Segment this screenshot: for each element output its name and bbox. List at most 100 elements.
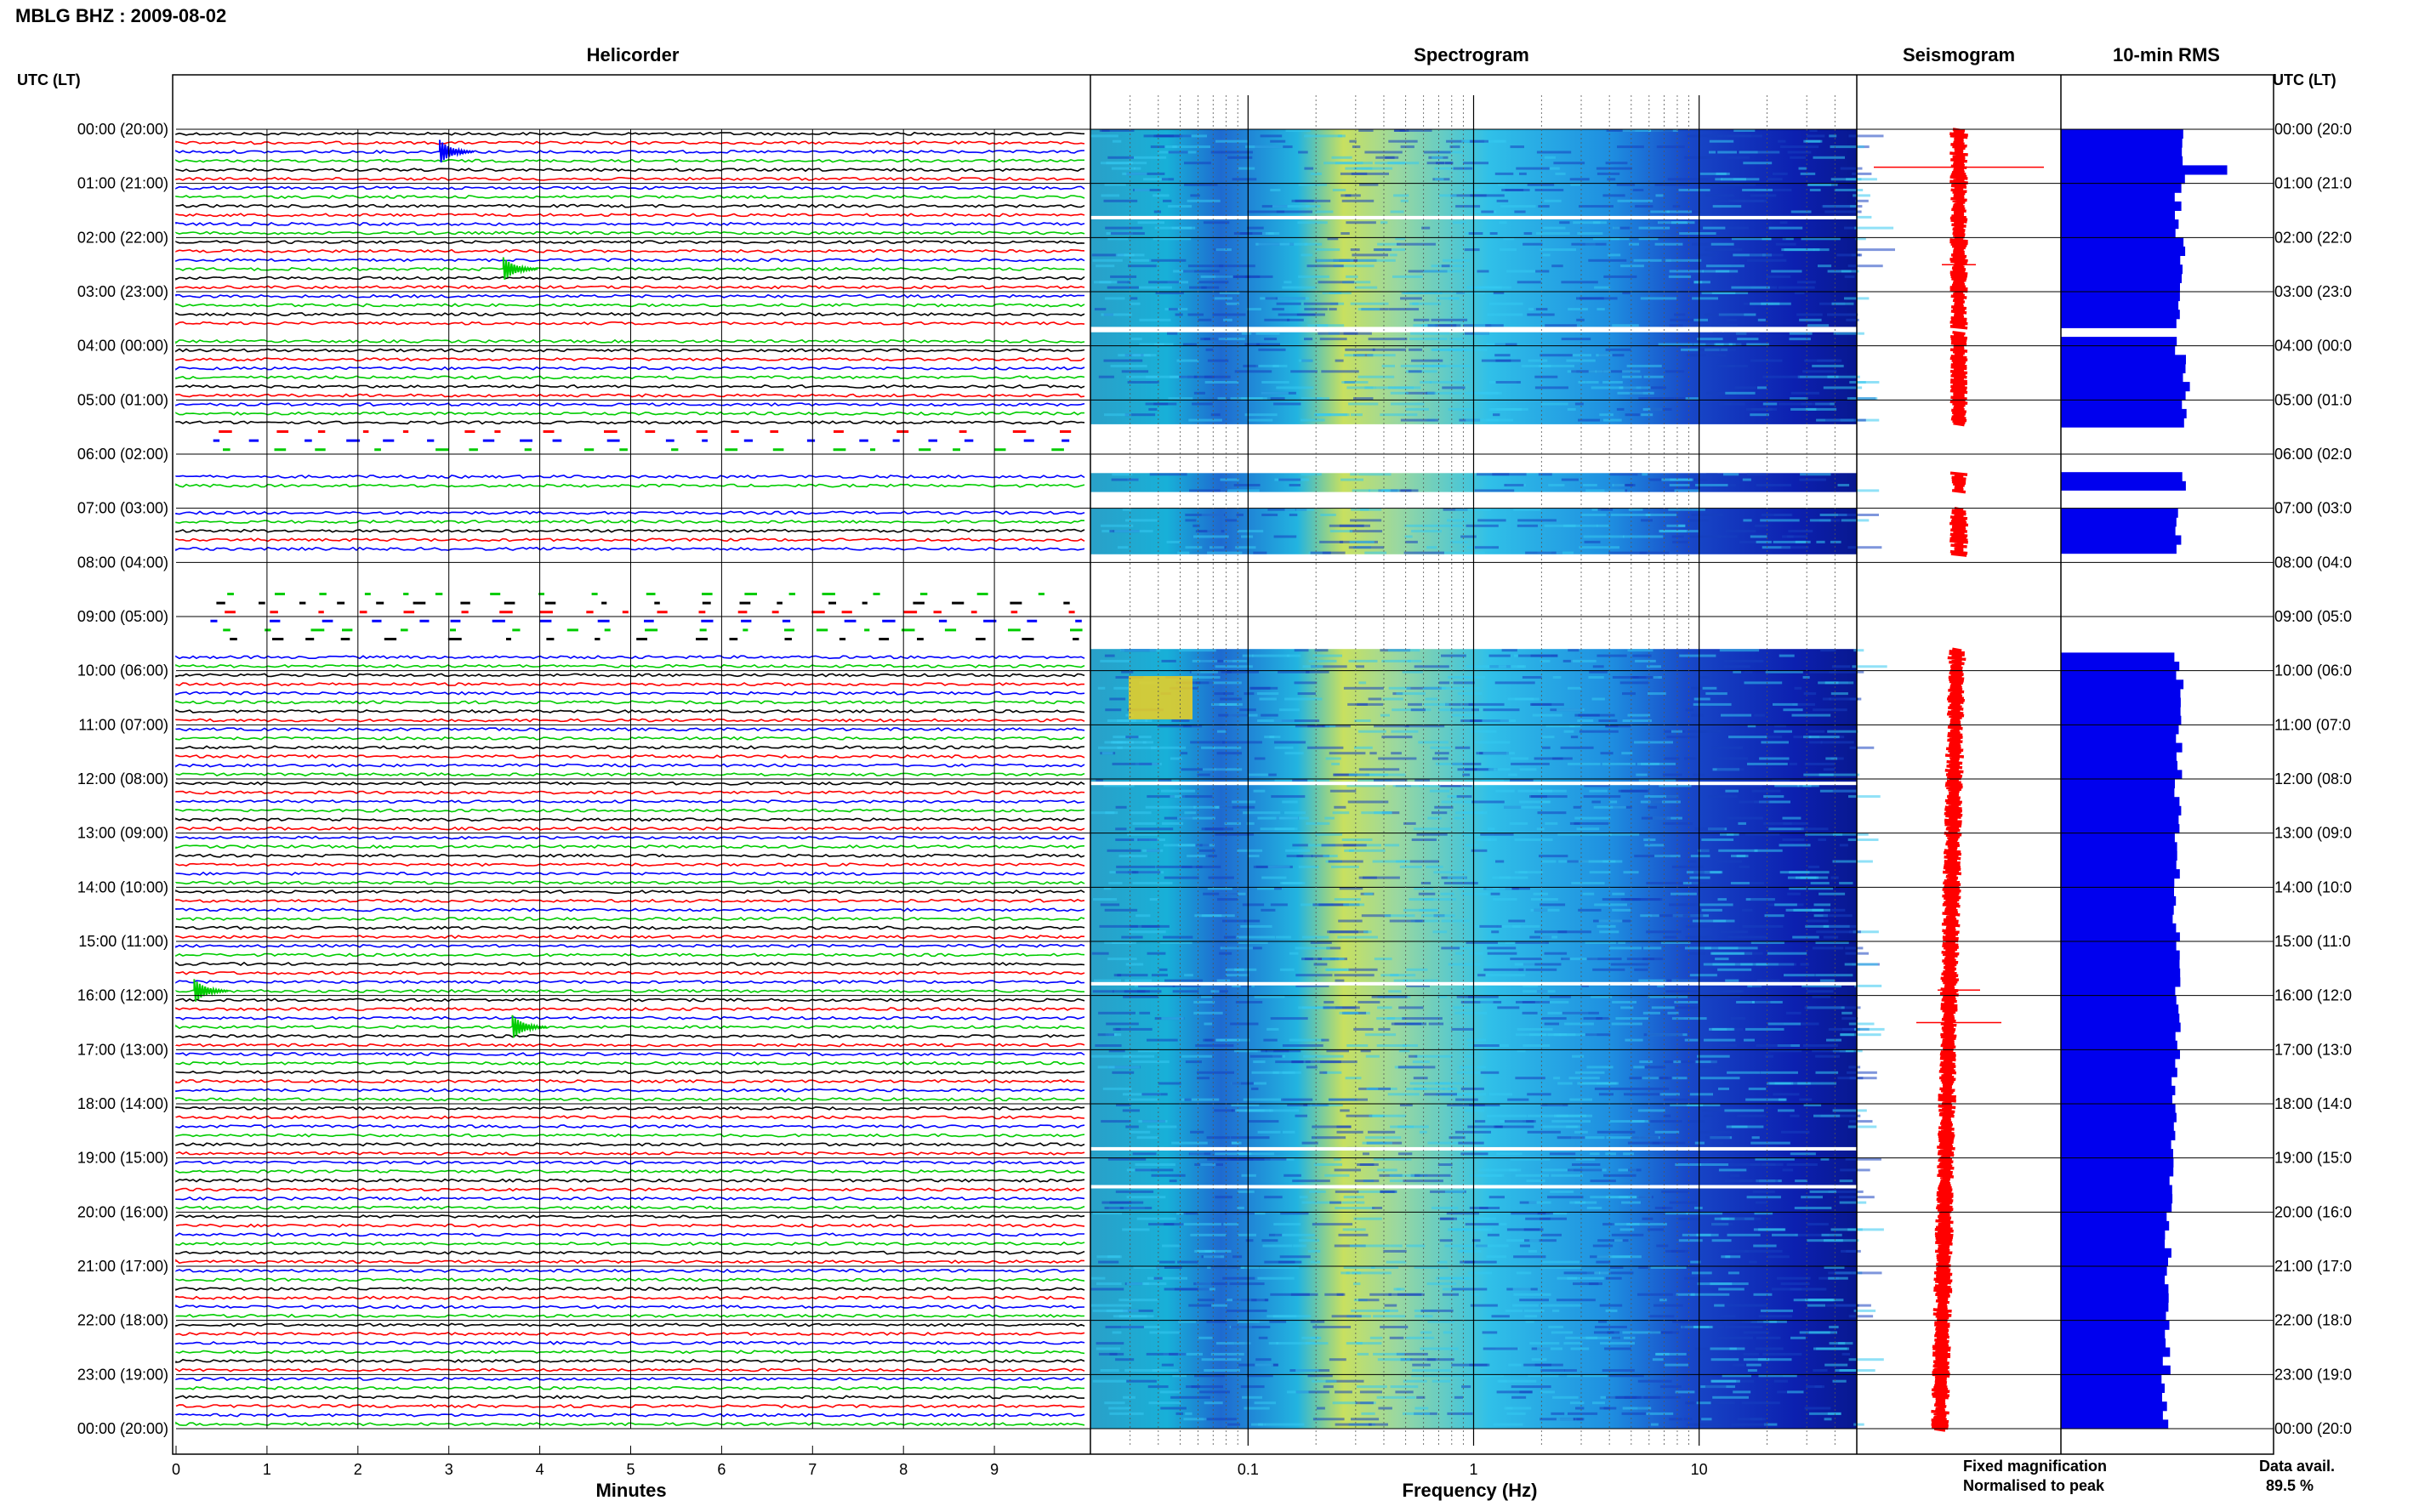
rms-bar xyxy=(2061,264,2183,275)
spectrogram-speckle xyxy=(1368,338,1408,341)
seismogram-trace xyxy=(1949,471,1968,494)
spectrogram-speckle xyxy=(1598,919,1623,923)
spectrogram-speckle xyxy=(1324,1293,1346,1296)
time-label-left: 12:00 (08:00) xyxy=(77,770,168,787)
spectrogram-speckle xyxy=(1441,800,1479,804)
spectrogram-speckle xyxy=(1623,871,1639,874)
spectrogram-speckle xyxy=(1395,1390,1414,1394)
time-label-left: 07:00 (03:00) xyxy=(77,500,168,517)
spectrogram-speckle xyxy=(1545,725,1575,728)
spectrogram-speckle xyxy=(1109,1201,1144,1204)
spectrogram-speckle xyxy=(1571,882,1605,884)
spectrogram-speckle xyxy=(1256,692,1279,696)
spectrogram-speckle xyxy=(1373,1157,1412,1161)
spectrogram-speckle xyxy=(1538,205,1550,208)
spectrogram-speckle xyxy=(1198,1336,1213,1339)
spectrogram-speckle xyxy=(1123,995,1158,998)
spectrogram-speckle xyxy=(1121,370,1149,373)
spectrogram-speckle xyxy=(1359,1163,1375,1166)
spectrogram-speckle xyxy=(1163,199,1172,202)
spectrogram-speckle xyxy=(1624,1395,1660,1399)
spectrogram-speckle xyxy=(1265,1423,1305,1426)
rms-bar xyxy=(2061,372,2183,383)
helicorder-trace xyxy=(175,411,1085,416)
spectrogram-speckle xyxy=(1355,1401,1374,1405)
spectrogram-speckle xyxy=(1790,1287,1827,1291)
spectrogram-speckle xyxy=(1561,958,1570,961)
spectrogram-speckle xyxy=(1405,391,1435,395)
spectrogram-speckle xyxy=(1440,892,1454,895)
spectrogram-speckle xyxy=(1091,253,1124,257)
spectrogram-speckle xyxy=(1403,551,1444,554)
spectrogram-speckle xyxy=(1109,697,1126,701)
spectrogram-speckle xyxy=(1092,259,1123,262)
spectrogram-speckle xyxy=(1278,478,1301,481)
spectrogram-speckle xyxy=(1495,860,1505,863)
spectrogram-speckle xyxy=(1819,773,1860,776)
spectrogram-speckle xyxy=(1641,413,1653,417)
spectrogram-speckle xyxy=(1190,194,1200,197)
spectrogram-speckle xyxy=(1390,391,1409,395)
spectrogram-speckle xyxy=(1667,178,1709,181)
spectrogram-speckle xyxy=(1453,1006,1475,1009)
spectrogram-speckle xyxy=(1813,903,1831,907)
spectrogram-speckle xyxy=(1525,1217,1551,1220)
spectrogram-speckle xyxy=(1686,1104,1721,1106)
spectrogram-speckle xyxy=(1098,1352,1118,1356)
spectrogram-speckle xyxy=(1104,413,1131,417)
spectrogram-speckle xyxy=(1113,990,1150,993)
spectrogram-speckle xyxy=(1705,194,1734,197)
spectrogram-speckle xyxy=(1349,849,1386,852)
spectrogram-speckle xyxy=(1349,139,1357,143)
spectrogram-speckle xyxy=(1659,1385,1682,1389)
helicorder-trace xyxy=(175,817,1085,822)
spectrogram-speckle xyxy=(1614,1239,1623,1242)
spectrogram-speckle xyxy=(1718,1087,1729,1090)
spectrogram-speckle xyxy=(1505,189,1530,191)
spectrogram-speckle xyxy=(1215,833,1255,836)
spectrogram-speckle xyxy=(1372,1207,1383,1209)
spectrogram-speckle xyxy=(1727,156,1750,159)
spectrogram-speckle xyxy=(1737,1418,1762,1421)
spectrogram-speckle xyxy=(1730,1017,1745,1020)
spectrogram-speckle xyxy=(1468,232,1483,235)
spectrogram-speckle xyxy=(1612,676,1647,679)
spectrogram-speckle xyxy=(1740,963,1768,966)
rms-bar xyxy=(2061,986,2176,997)
spectrogram-speckle xyxy=(1390,1244,1403,1248)
spectrogram-speckle xyxy=(1669,903,1700,907)
spectrogram-speckle xyxy=(1805,924,1830,928)
spectrogram-speckle xyxy=(1340,1109,1350,1112)
spectrogram-speckle xyxy=(1722,1374,1751,1378)
spectrogram-speckle xyxy=(1145,805,1163,809)
spectrogram-speckle xyxy=(1460,1087,1484,1090)
spectrogram-speckle xyxy=(1156,865,1192,868)
spectrogram-speckle xyxy=(1847,210,1862,213)
spectrogram-speckle xyxy=(1804,1006,1841,1009)
spectrogram-speckle xyxy=(1653,676,1662,679)
spectrogram-speckle xyxy=(1232,1082,1254,1085)
spectrogram-speckle xyxy=(1803,692,1817,696)
rms-panel xyxy=(2061,129,2228,1430)
spectrogram-speckle xyxy=(1342,281,1371,284)
spectrogram-speckle xyxy=(1618,789,1648,793)
helicorder-trace xyxy=(175,988,1084,993)
spectrogram-speckle xyxy=(1204,381,1239,384)
spectrogram-speckle xyxy=(1388,990,1402,993)
rms-bar xyxy=(2061,1140,2171,1150)
spectrogram-speckle xyxy=(1223,659,1248,662)
spectrogram-speckle xyxy=(1461,702,1475,706)
helicorder-trace xyxy=(175,528,1085,533)
spectrogram-speckle xyxy=(1454,746,1471,749)
spectrogram-speckle xyxy=(1436,297,1460,300)
spectrogram-speckle xyxy=(1494,681,1535,685)
spectrogram-speckle xyxy=(1189,489,1228,492)
spectrogram-speckle xyxy=(1295,974,1333,977)
spectrogram-speckle xyxy=(1105,1326,1144,1328)
spectrogram-speckle xyxy=(1544,199,1562,202)
spectrogram-speckle xyxy=(1380,221,1388,225)
spectrogram-speckle xyxy=(1699,730,1707,733)
spectrogram-speckle xyxy=(1785,1011,1801,1015)
spectrogram-speckle xyxy=(1666,795,1679,799)
helicorder-trace xyxy=(175,890,1085,895)
